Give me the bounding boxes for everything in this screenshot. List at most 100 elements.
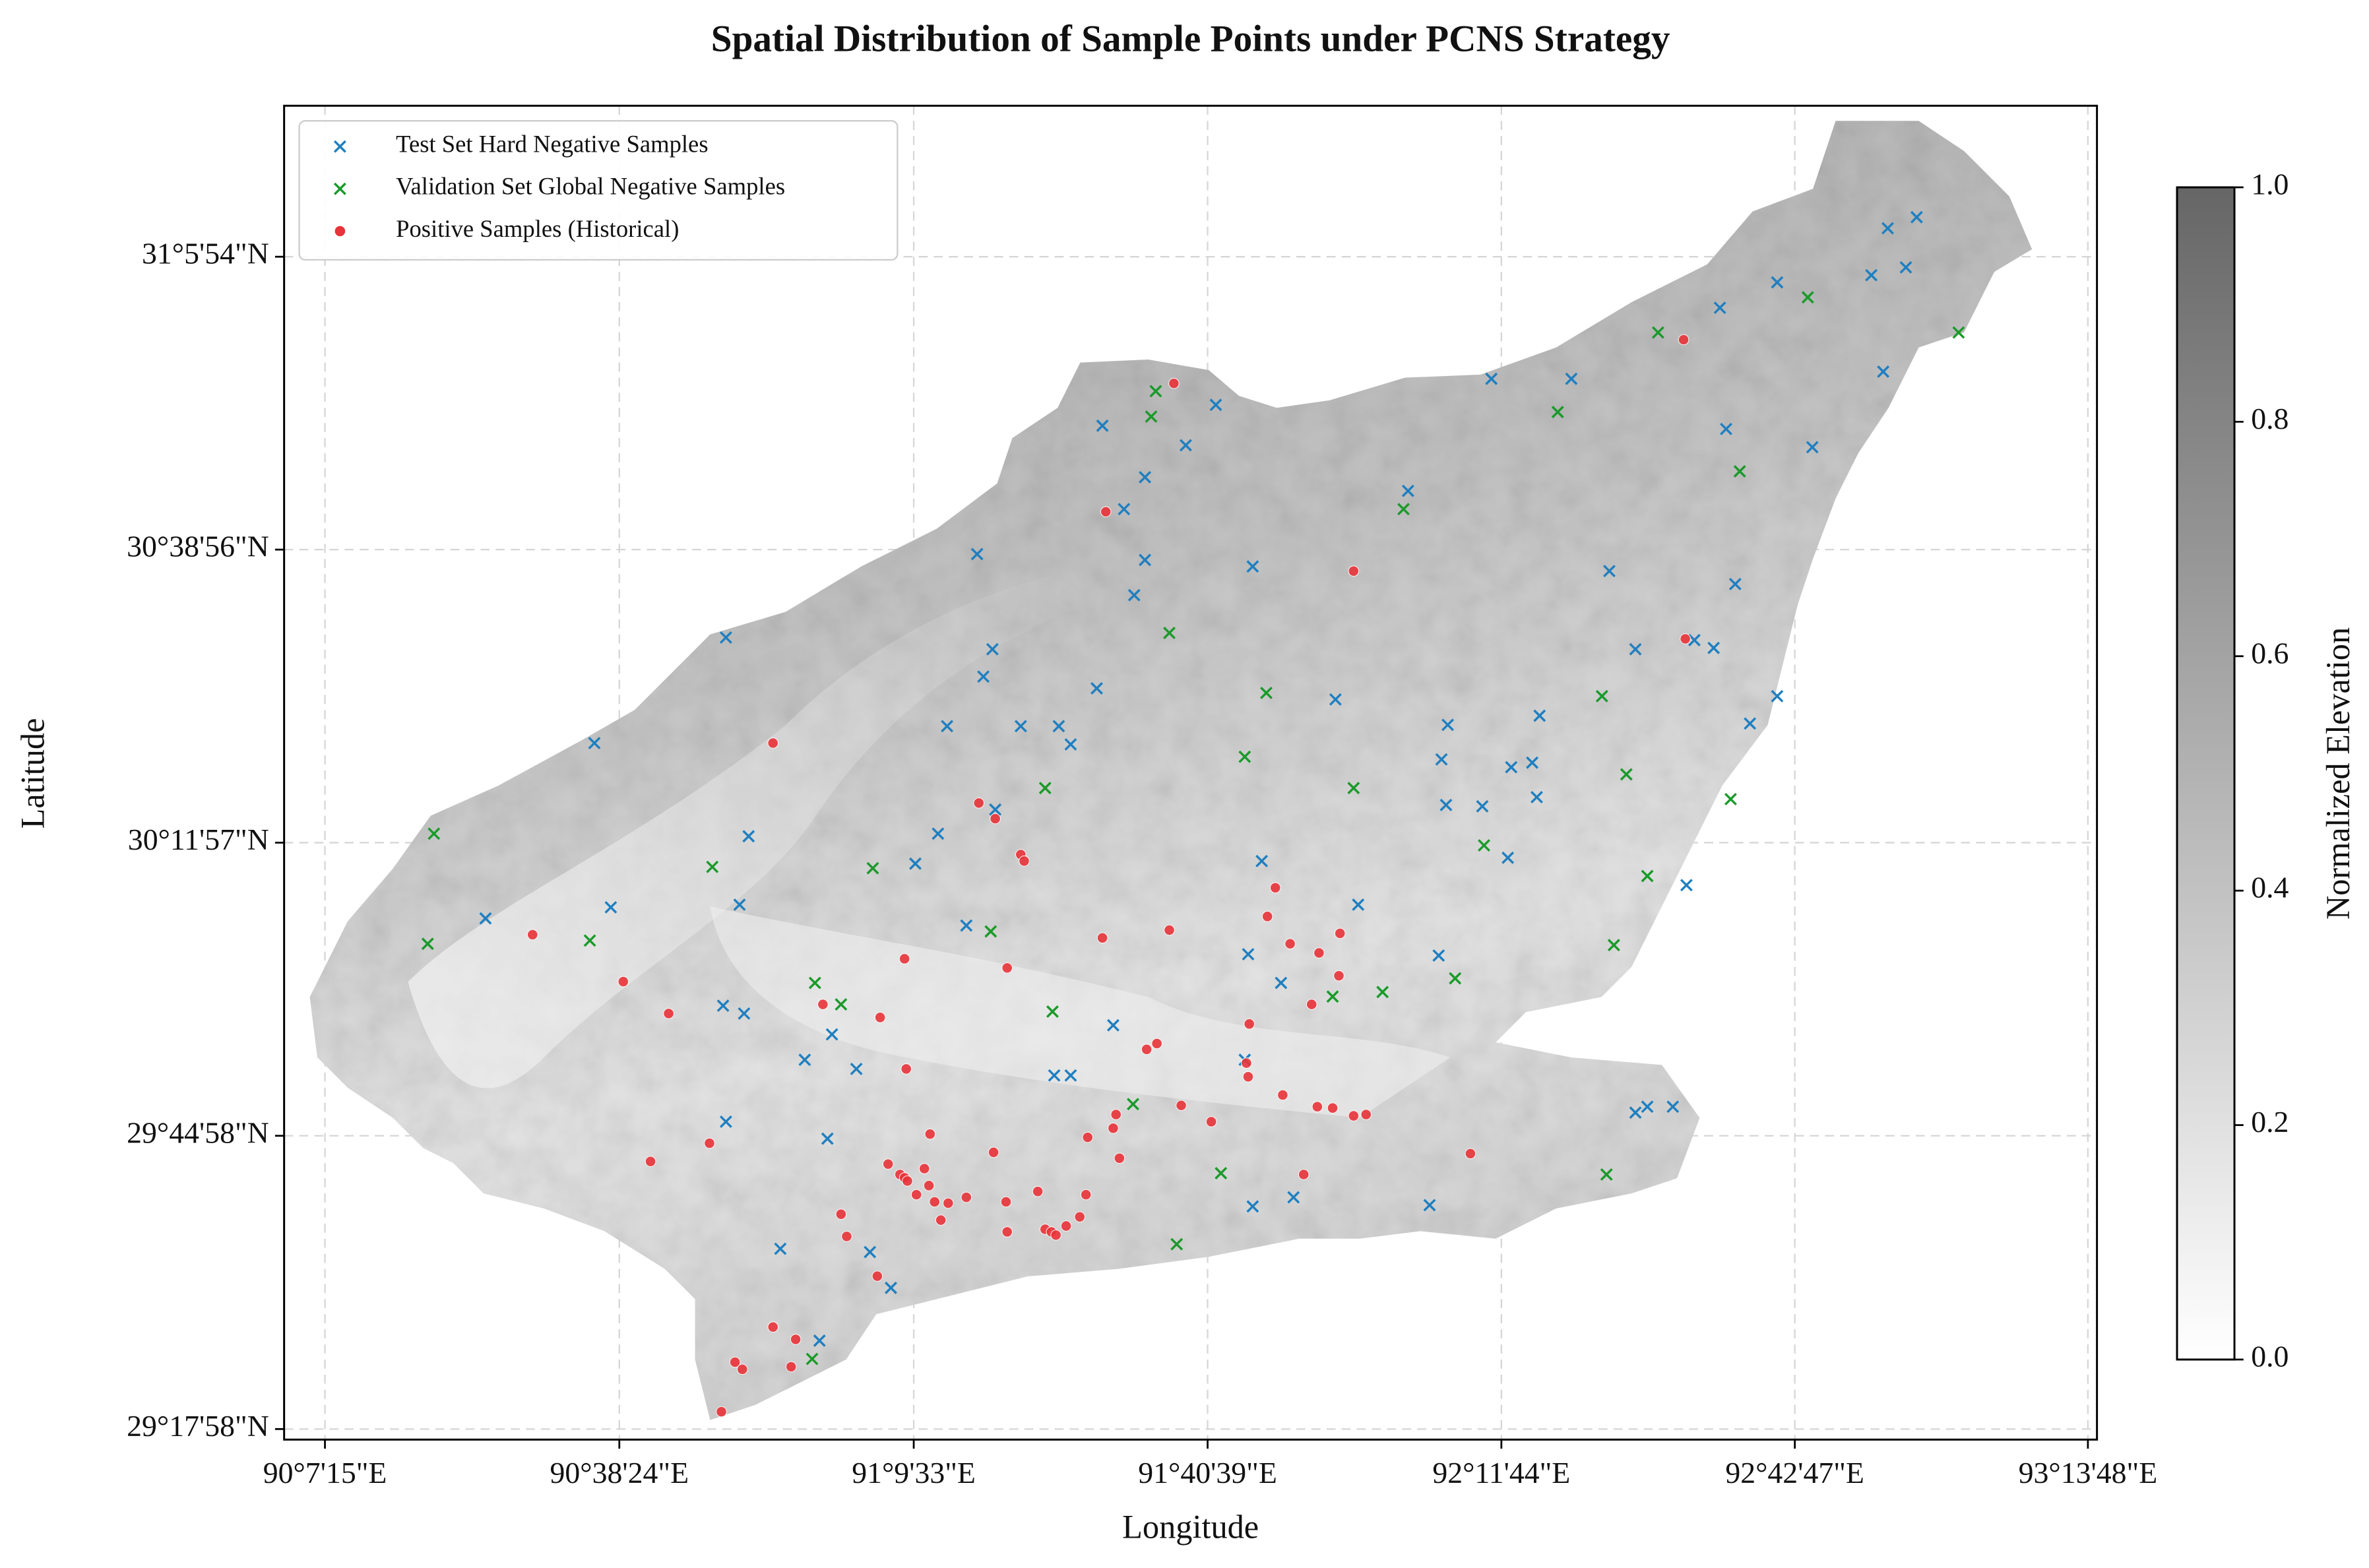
test-point — [798, 1053, 811, 1067]
positive-point — [1244, 1019, 1255, 1030]
x-tick-label: 93°13'48"E — [2019, 1456, 2158, 1490]
positive-point — [871, 1270, 883, 1282]
test-point — [1877, 365, 1890, 378]
test-point — [941, 720, 954, 733]
positive-point — [900, 1063, 912, 1075]
test-point — [986, 643, 999, 656]
positive-point — [645, 1156, 656, 1167]
positive-point — [899, 953, 910, 964]
validation-point — [1170, 1238, 1184, 1251]
validation-point — [1347, 782, 1360, 795]
test-point — [1064, 737, 1077, 751]
test-point — [1139, 470, 1152, 484]
validation-point — [1724, 792, 1737, 805]
validation-point — [808, 976, 821, 989]
test-point — [1565, 372, 1578, 385]
legend-label: Positive Samples (Historical) — [396, 215, 679, 242]
test-point — [1096, 419, 1109, 432]
colorbar-tick-label: 0.2 — [2251, 1105, 2289, 1139]
positive-point — [1114, 1152, 1125, 1164]
plot-area — [283, 104, 2099, 1441]
test-point — [1629, 1106, 1642, 1119]
test-point — [1401, 484, 1414, 497]
positive-point — [1110, 1109, 1121, 1120]
x-tick-label: 90°38'24"E — [550, 1456, 689, 1490]
legend-marker — [333, 182, 346, 195]
positive-point — [1306, 999, 1317, 1010]
x-tick-label: 92°11'44"E — [1432, 1456, 1570, 1490]
test-point — [1641, 1100, 1654, 1113]
test-point — [1688, 633, 1701, 646]
test-point — [716, 999, 730, 1013]
y-tick-label: 31°5'54"N — [142, 237, 269, 270]
positive-point — [1060, 1220, 1072, 1232]
test-point — [1505, 761, 1518, 774]
legend-label: Validation Set Global Negative Samples — [396, 173, 785, 200]
valley-floor — [408, 574, 1088, 1088]
positive-point — [1298, 1169, 1310, 1180]
positive-point — [1108, 1123, 1119, 1134]
legend-box — [298, 120, 899, 261]
validation-point — [1376, 986, 1389, 999]
positive-point — [1277, 1089, 1288, 1101]
validation-point — [1046, 1005, 1059, 1018]
validation-point — [1145, 410, 1158, 423]
validation-point — [984, 925, 997, 938]
test-point — [1526, 756, 1539, 769]
positive-point — [617, 976, 629, 988]
positive-point — [716, 1406, 727, 1418]
test-point — [1771, 689, 1784, 703]
positive-point — [1313, 947, 1325, 958]
positive-point — [1000, 1196, 1012, 1208]
positive-point — [988, 1146, 999, 1158]
test-point — [1106, 1019, 1120, 1032]
test-point — [588, 737, 601, 749]
positive-point — [1080, 1189, 1092, 1201]
test-point — [1680, 879, 1693, 892]
test-point — [604, 900, 617, 914]
test-point — [1329, 693, 1342, 706]
validation-point — [1595, 689, 1608, 703]
positive-point — [663, 1008, 674, 1019]
positive-point — [704, 1137, 715, 1149]
test-point — [1127, 588, 1141, 602]
validation-point — [1478, 839, 1490, 852]
colorbar-tick-label: 0.6 — [2251, 636, 2289, 670]
y-tick-label: 29°17'58"N — [127, 1409, 269, 1443]
positive-point — [527, 929, 538, 941]
positive-point — [1269, 882, 1281, 894]
positive-point — [973, 798, 984, 809]
positive-point — [1168, 377, 1180, 389]
positive-point — [835, 1208, 847, 1220]
test-point — [960, 919, 973, 932]
positive-point — [1360, 1109, 1372, 1120]
test-point — [1713, 301, 1726, 315]
test-point — [1899, 261, 1912, 274]
positive-point — [1096, 932, 1108, 944]
positive-point — [767, 1321, 778, 1333]
positive-point — [1019, 856, 1030, 867]
positive-point — [1032, 1185, 1044, 1197]
test-point — [1439, 798, 1453, 811]
test-point — [1246, 560, 1259, 573]
test-point — [1242, 948, 1255, 961]
test-point — [850, 1062, 863, 1075]
positive-point — [1333, 970, 1344, 982]
validation-point — [1641, 869, 1654, 883]
test-point — [989, 803, 1002, 816]
validation-point — [1127, 1098, 1139, 1111]
legend-label: Test Set Hard Negative Samples — [396, 131, 708, 158]
x-tick-label: 90°7'15"E — [263, 1456, 387, 1490]
test-point — [1118, 503, 1131, 516]
points — [421, 210, 1965, 1418]
positive-point — [990, 813, 1001, 825]
validation-point — [1238, 750, 1251, 763]
y-axis-title: Latitude — [15, 718, 51, 829]
validation-point — [1163, 627, 1176, 639]
positive-point — [1242, 1071, 1254, 1082]
positive-point — [785, 1361, 797, 1373]
y-tick-label: 29°44'58"N — [127, 1115, 269, 1149]
test-point — [1090, 682, 1103, 695]
positive-point — [1001, 962, 1013, 974]
validation-point — [1260, 686, 1273, 699]
